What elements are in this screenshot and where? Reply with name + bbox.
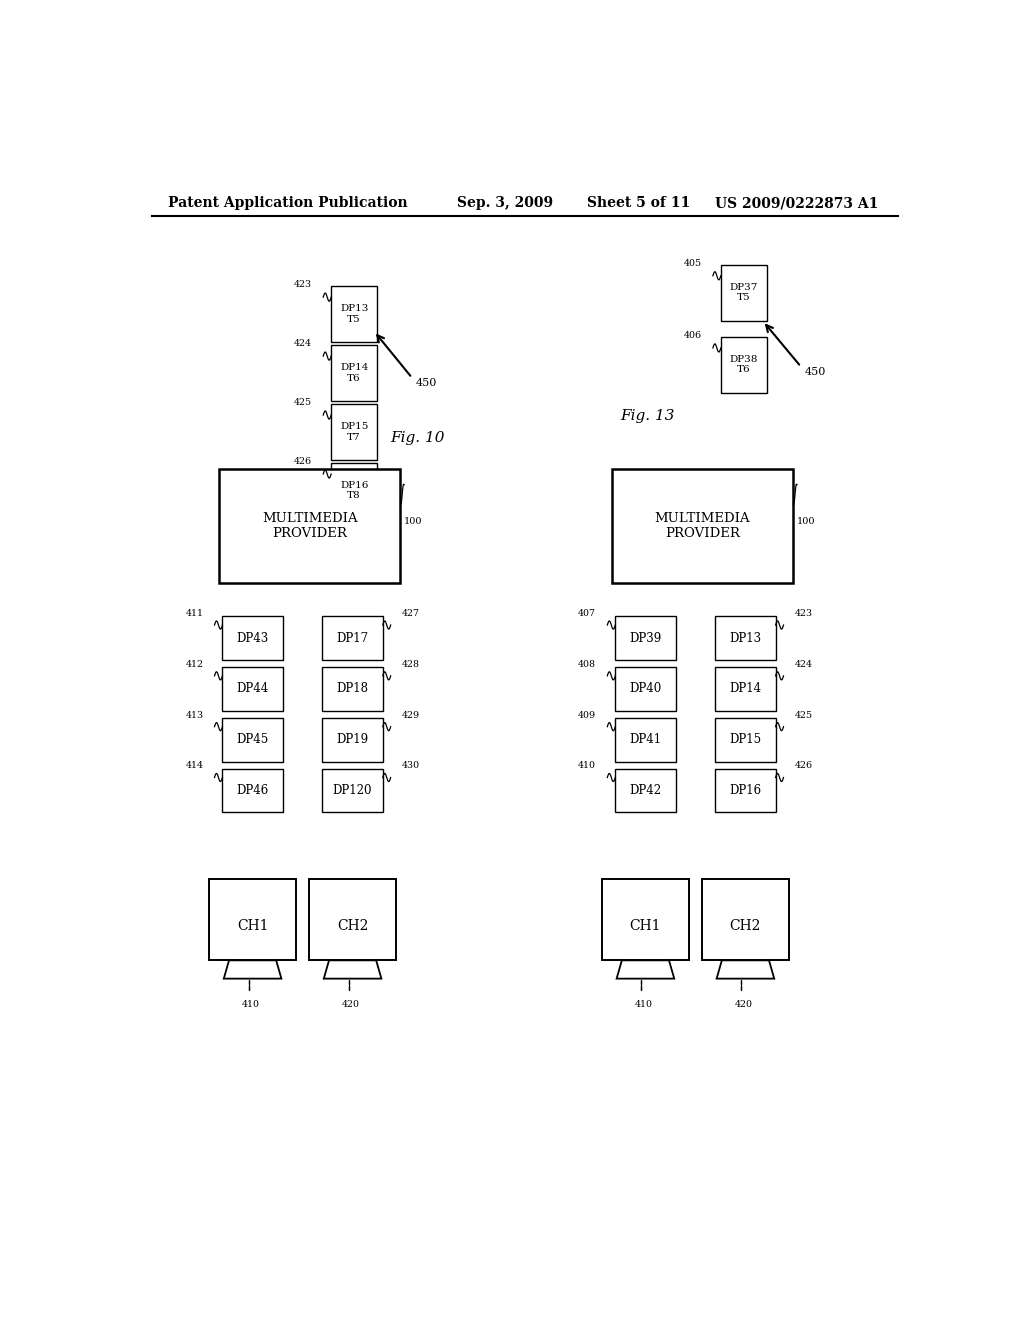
- Text: CH1: CH1: [237, 919, 268, 933]
- Text: 409: 409: [579, 710, 596, 719]
- Text: CH2: CH2: [730, 919, 761, 933]
- Text: DP17: DP17: [337, 632, 369, 644]
- Text: 450: 450: [416, 378, 437, 388]
- Text: DP19: DP19: [337, 734, 369, 746]
- Text: Sep. 3, 2009: Sep. 3, 2009: [458, 197, 553, 210]
- Bar: [701, 879, 790, 961]
- Text: Sheet 5 of 11: Sheet 5 of 11: [587, 197, 690, 210]
- Bar: [222, 768, 283, 812]
- Text: 424: 424: [294, 339, 312, 348]
- Text: 100: 100: [797, 517, 815, 527]
- Text: CH2: CH2: [337, 919, 369, 933]
- Text: Fig. 13: Fig. 13: [620, 409, 675, 422]
- Text: DP13: DP13: [729, 632, 762, 644]
- Text: MULTIMEDIA
PROVIDER: MULTIMEDIA PROVIDER: [262, 512, 357, 540]
- Text: DP16: DP16: [729, 784, 762, 797]
- Text: MULTIMEDIA
PROVIDER: MULTIMEDIA PROVIDER: [654, 512, 751, 540]
- Text: 406: 406: [684, 331, 701, 339]
- Bar: [222, 667, 283, 710]
- Text: DP45: DP45: [237, 734, 268, 746]
- Bar: [331, 463, 377, 519]
- Bar: [331, 286, 377, 342]
- Bar: [721, 337, 767, 392]
- Text: DP39: DP39: [630, 632, 662, 644]
- Text: DP18: DP18: [337, 682, 369, 696]
- Text: DP16
T8: DP16 T8: [340, 480, 369, 500]
- Text: 408: 408: [579, 660, 596, 669]
- Bar: [323, 768, 383, 812]
- Text: 410: 410: [635, 1001, 653, 1008]
- Bar: [222, 718, 283, 762]
- Text: 405: 405: [684, 259, 701, 268]
- Text: CH1: CH1: [630, 919, 662, 933]
- Text: DP46: DP46: [237, 784, 268, 797]
- Text: DP14: DP14: [729, 682, 762, 696]
- Text: DP44: DP44: [237, 682, 268, 696]
- Text: DP14
T6: DP14 T6: [340, 363, 369, 383]
- Text: 410: 410: [242, 1001, 260, 1008]
- Bar: [615, 616, 676, 660]
- Bar: [715, 768, 775, 812]
- Text: 427: 427: [401, 609, 420, 618]
- Text: Patent Application Publication: Patent Application Publication: [168, 197, 408, 210]
- Bar: [309, 879, 396, 961]
- Bar: [219, 470, 400, 583]
- Bar: [615, 718, 676, 762]
- Text: 425: 425: [294, 397, 312, 407]
- Text: DP15: DP15: [729, 734, 762, 746]
- Bar: [331, 345, 377, 401]
- Text: 423: 423: [795, 609, 813, 618]
- Bar: [209, 879, 296, 961]
- Text: DP120: DP120: [333, 784, 373, 797]
- Text: 428: 428: [401, 660, 420, 669]
- Text: 412: 412: [185, 660, 204, 669]
- Text: 411: 411: [185, 609, 204, 618]
- Bar: [715, 667, 775, 710]
- Text: DP41: DP41: [630, 734, 662, 746]
- Bar: [715, 616, 775, 660]
- Text: 414: 414: [185, 762, 204, 771]
- Text: 420: 420: [735, 1001, 753, 1008]
- Text: DP43: DP43: [237, 632, 268, 644]
- Bar: [331, 404, 377, 459]
- Bar: [715, 718, 775, 762]
- Text: 423: 423: [294, 280, 312, 289]
- Bar: [612, 470, 793, 583]
- Text: DP15
T7: DP15 T7: [340, 422, 369, 441]
- Bar: [222, 616, 283, 660]
- Bar: [615, 768, 676, 812]
- Text: 100: 100: [404, 517, 423, 527]
- Text: 450: 450: [805, 367, 826, 376]
- Text: DP38
T6: DP38 T6: [730, 355, 758, 375]
- Text: 426: 426: [294, 457, 312, 466]
- Bar: [323, 667, 383, 710]
- Text: DP13
T5: DP13 T5: [340, 304, 369, 323]
- Bar: [323, 718, 383, 762]
- Text: DP40: DP40: [630, 682, 662, 696]
- Text: DP37
T5: DP37 T5: [730, 282, 758, 302]
- Text: 424: 424: [795, 660, 813, 669]
- Bar: [323, 616, 383, 660]
- Text: 426: 426: [795, 762, 813, 771]
- Text: Fig. 10: Fig. 10: [390, 430, 444, 445]
- Text: 410: 410: [579, 762, 596, 771]
- Text: 425: 425: [795, 710, 813, 719]
- Bar: [602, 879, 689, 961]
- Text: DP42: DP42: [630, 784, 662, 797]
- Bar: [721, 264, 767, 321]
- Text: 429: 429: [401, 710, 420, 719]
- Text: 407: 407: [579, 609, 596, 618]
- Text: 413: 413: [185, 710, 204, 719]
- Text: US 2009/0222873 A1: US 2009/0222873 A1: [715, 197, 879, 210]
- Text: 430: 430: [401, 762, 420, 771]
- Bar: [615, 667, 676, 710]
- Text: 420: 420: [342, 1001, 360, 1008]
